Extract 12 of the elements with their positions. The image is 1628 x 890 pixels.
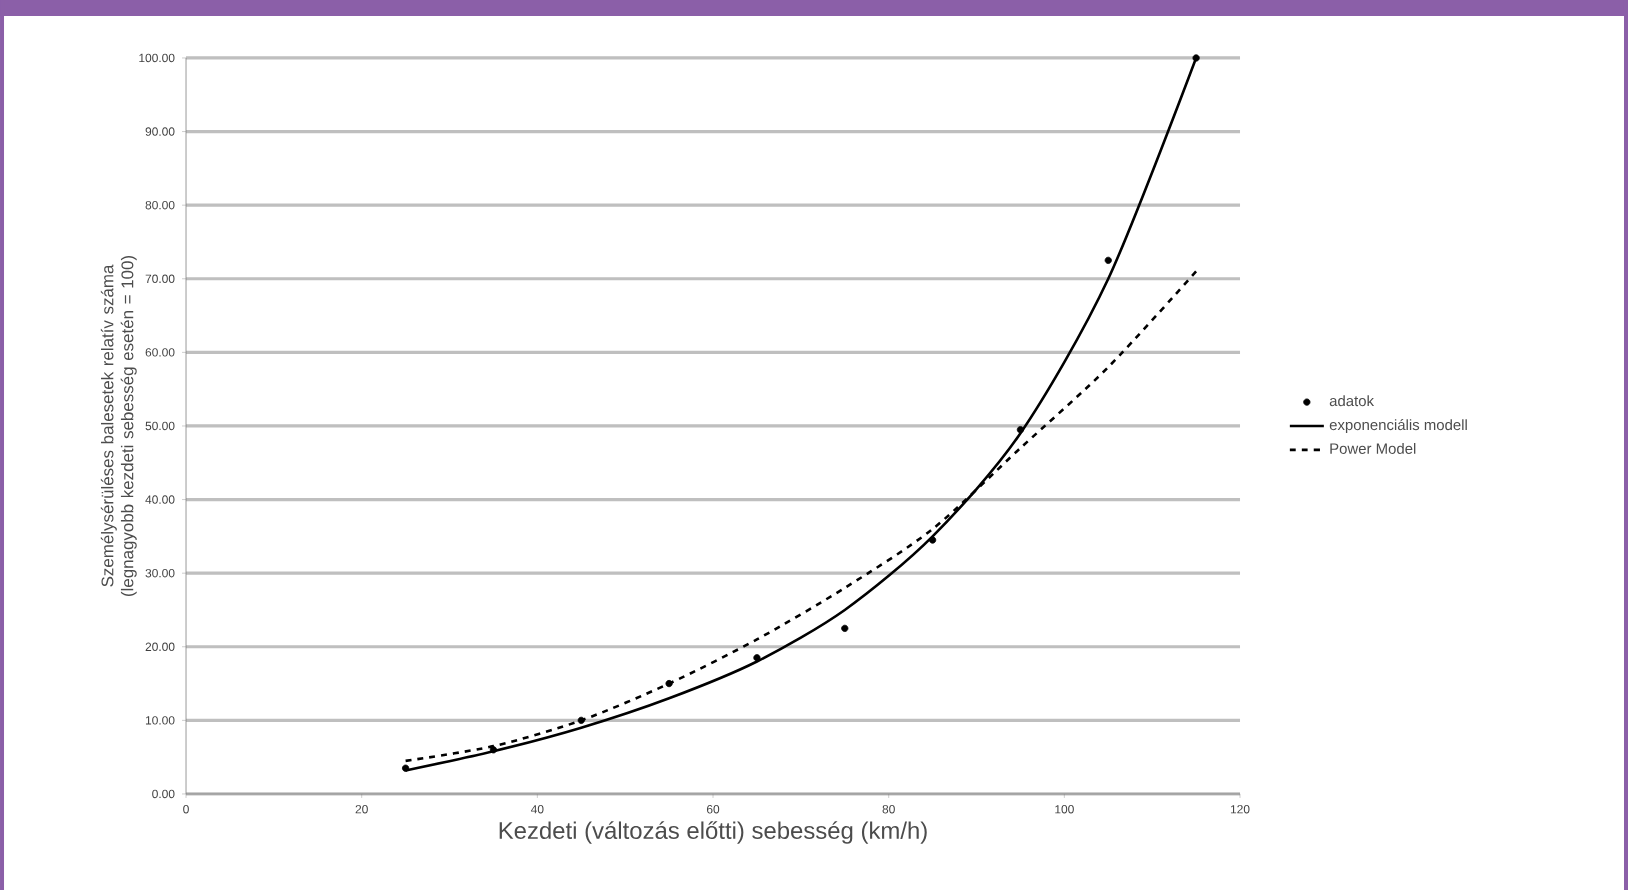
point	[1016, 426, 1025, 434]
point	[1192, 54, 1200, 62]
point	[1104, 256, 1112, 264]
point	[577, 716, 585, 724]
point	[929, 536, 937, 544]
point	[753, 654, 761, 662]
y-axis-title: Személysérüléses balesetek relatív száma (legnagyobb kezdeti sebesség esetén = 100)	[100, 255, 137, 597]
x-axis-title: Kezdeti (változás előtti) sebesség (km/h)	[499, 821, 927, 844]
point	[665, 679, 673, 688]
point	[841, 624, 849, 632]
point	[489, 746, 498, 754]
point	[402, 764, 410, 772]
